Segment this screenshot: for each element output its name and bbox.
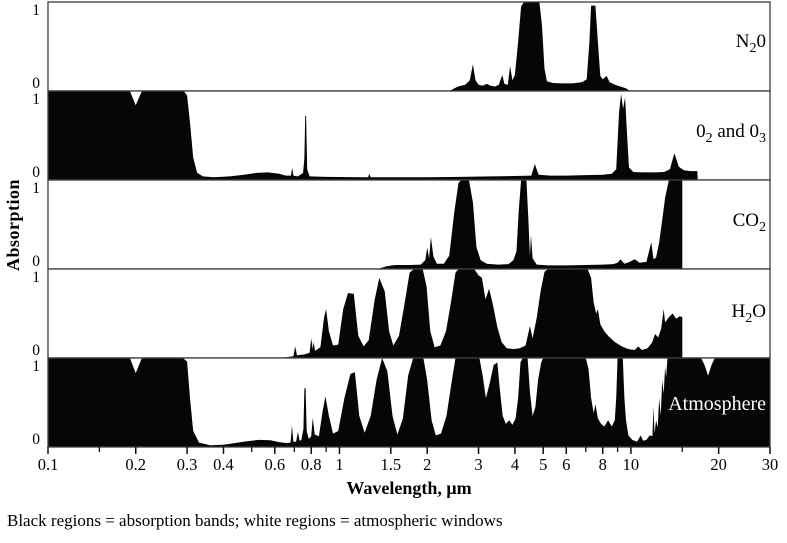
figure-caption: Black regions = absorption bands; white … <box>7 511 503 530</box>
y-tick-label-1-n2o: 1 <box>32 2 40 19</box>
x-axis-title: Wavelength, μm <box>346 478 472 498</box>
y-tick-label-1-co2: 1 <box>32 180 40 197</box>
x-tick-label: 0.8 <box>301 455 322 474</box>
absorption-band-h2o <box>279 269 683 358</box>
x-tick-label: 8 <box>599 455 607 474</box>
x-tick-label: 0.4 <box>213 455 234 474</box>
x-tick-label: 2 <box>423 455 431 474</box>
panel-box-n2o <box>48 2 770 91</box>
y-tick-label-0-o2-o3: 0 <box>32 164 40 181</box>
x-tick-label: 0.2 <box>125 455 146 474</box>
x-tick-label: 30 <box>762 455 779 474</box>
panel-label-o2-o3: 02 and 03 <box>696 121 766 146</box>
panel-label-atmosphere: Atmosphere <box>668 393 766 415</box>
x-tick-label: 0.6 <box>264 455 285 474</box>
y-tick-label-1-h2o: 1 <box>32 269 40 286</box>
y-tick-label-0-atmosphere: 0 <box>32 431 40 448</box>
x-tick-label: 20 <box>710 455 727 474</box>
absorption-band-o2-o3 <box>48 91 698 180</box>
absorption-band-n2o <box>449 2 631 91</box>
x-tick-label: 3 <box>474 455 482 474</box>
x-tick-label: 6 <box>562 455 570 474</box>
panel-label-n2o: N20 <box>736 31 766 56</box>
x-tick-label: 4 <box>511 455 519 474</box>
panel-label-co2: CO2 <box>733 210 766 235</box>
y-tick-label-0-h2o: 0 <box>32 342 40 359</box>
y-tick-label-1-o2-o3: 1 <box>32 91 40 108</box>
x-tick-label: 0.3 <box>177 455 198 474</box>
x-tick-label: 0.1 <box>38 455 59 474</box>
absorption-band-co2 <box>377 180 683 269</box>
x-tick-label: 1.5 <box>380 455 401 474</box>
x-tick-label: 1 <box>335 455 343 474</box>
y-tick-label-0-co2: 0 <box>32 253 40 270</box>
y-axis-title: Absorption <box>3 178 23 272</box>
absorption-band-atmosphere <box>48 358 770 447</box>
x-tick-label: 10 <box>623 455 640 474</box>
y-tick-label-1-atmosphere: 1 <box>32 358 40 375</box>
y-tick-label-0-n2o: 0 <box>32 75 40 92</box>
x-tick-label: 5 <box>539 455 547 474</box>
panel-label-h2o: H2O <box>732 301 766 326</box>
panel-border-atmosphere <box>47 357 771 448</box>
